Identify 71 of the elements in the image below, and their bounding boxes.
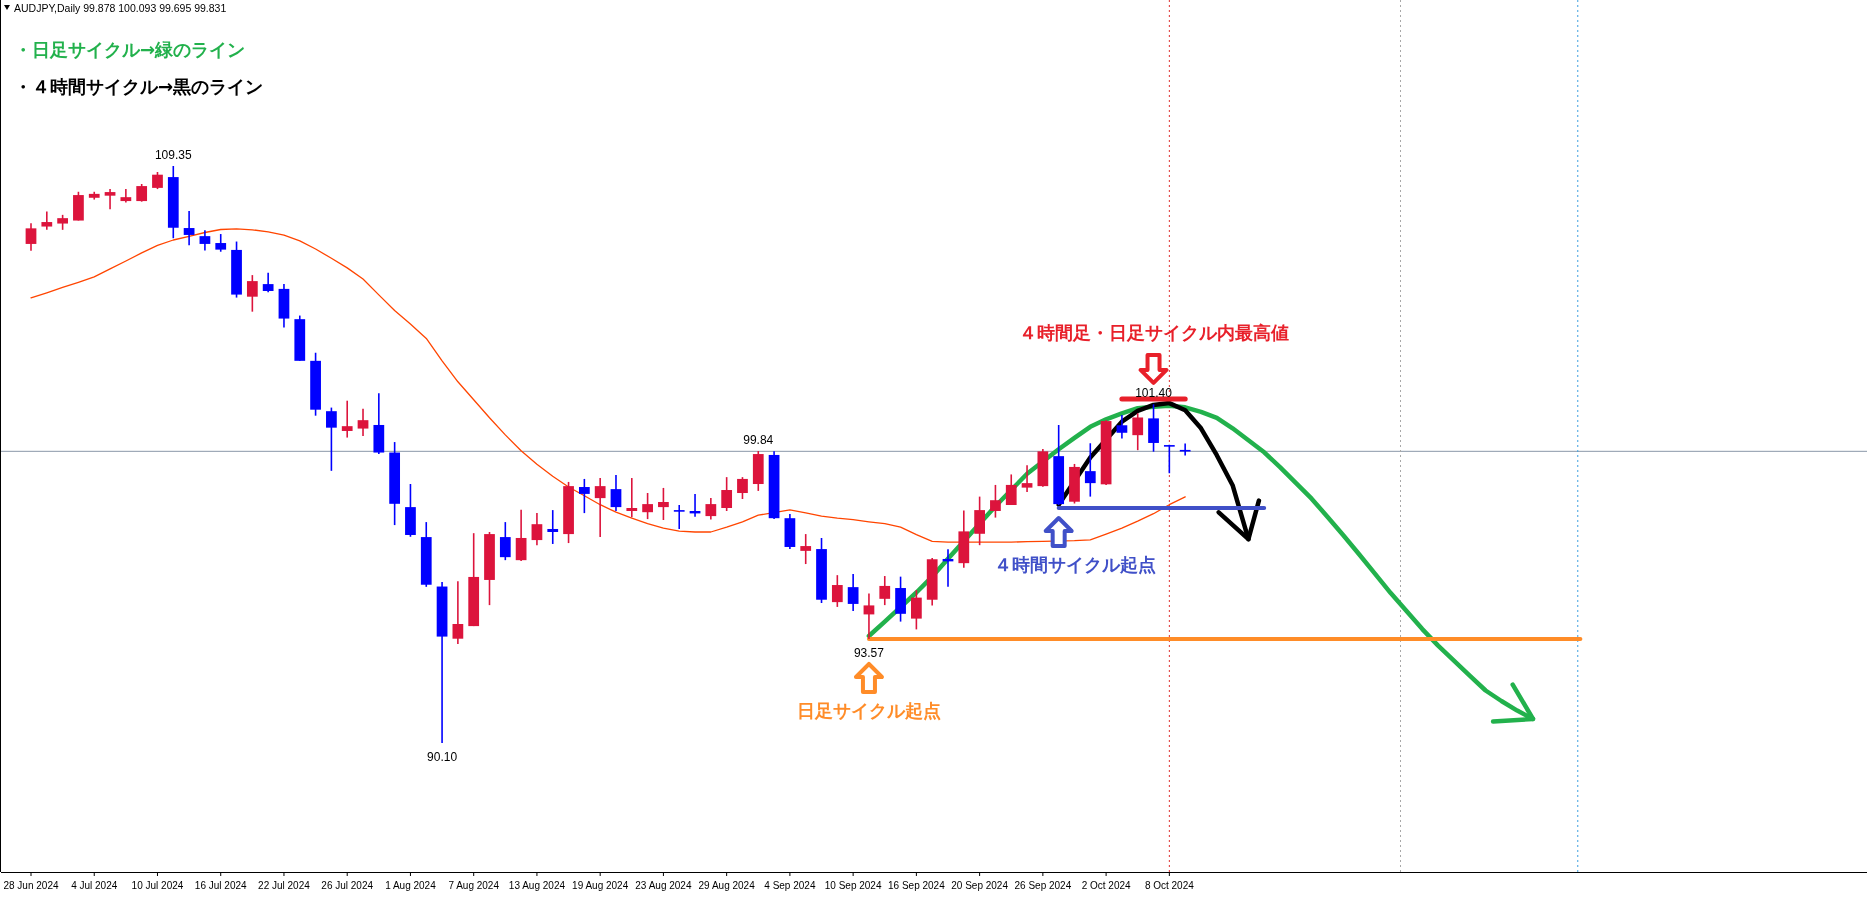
candlestick xyxy=(594,477,606,538)
annotation: 109.35 xyxy=(154,148,192,162)
candlestick xyxy=(642,492,653,520)
candlestick xyxy=(831,574,843,608)
candlestick xyxy=(1132,412,1144,451)
x-tick-label: 4 Jul 2024 xyxy=(71,880,118,891)
x-tick-label: 10 Jul 2024 xyxy=(131,880,184,891)
candlestick xyxy=(104,188,116,210)
x-tick-label: 16 Jul 2024 xyxy=(194,880,248,891)
annotation: 93.57 xyxy=(853,645,885,660)
candlestick xyxy=(1163,443,1175,475)
candlestick xyxy=(863,592,875,640)
annotation: ４時間サイクル起点 xyxy=(993,554,1156,575)
candlestick xyxy=(911,589,922,631)
annotation: 99.84 xyxy=(743,433,774,448)
candlestick xyxy=(25,222,37,252)
annotation: 日足サイクル起点 xyxy=(796,699,941,721)
x-tick-label: 19 Aug 2024 xyxy=(572,880,629,891)
candlestick xyxy=(658,487,669,521)
candlestick xyxy=(800,533,812,565)
chart-title: AUDJPY,Daily 99.878 100.093 99.695 99.831 xyxy=(14,2,227,14)
text: ・日足サイクル→緑のライン xyxy=(14,39,246,60)
x-tick-label: 2 Oct 2024 xyxy=(1081,880,1131,891)
x-tick-label: 16 Sep 2024 xyxy=(888,880,946,891)
candlestick xyxy=(120,188,132,204)
candlestick xyxy=(990,484,1001,519)
candlestick xyxy=(531,512,543,546)
x-tick-label: 4 Sep 2024 xyxy=(764,880,816,891)
x-tick-label: 1 Aug 2024 xyxy=(385,880,437,891)
candlestick xyxy=(626,477,638,519)
candlestick xyxy=(262,271,274,293)
candlestick xyxy=(326,406,337,472)
x-tick-label: 28 Jun 2024 xyxy=(3,880,59,891)
annotation: 101.40 xyxy=(1135,386,1173,401)
x-tick-label: 8 Oct 2024 xyxy=(1144,880,1195,891)
x-tick-label: 13 Aug 2024 xyxy=(508,880,566,891)
candlestick xyxy=(1084,442,1096,498)
annotation: ４時間足・日足サイクル内最高値 xyxy=(1018,321,1289,343)
candlestick xyxy=(183,210,195,246)
candlestick xyxy=(499,521,511,561)
candlestick xyxy=(974,495,985,546)
candlestick xyxy=(41,210,53,231)
candlestick xyxy=(1021,464,1033,493)
x-tick-label: 20 Sep 2024 xyxy=(951,880,1009,891)
candlestick xyxy=(1005,473,1017,506)
candlestick xyxy=(341,399,353,439)
candlestick xyxy=(246,274,258,313)
candlestick xyxy=(452,580,464,645)
candlestick xyxy=(547,509,559,545)
x-tick-label: 23 Aug 2024 xyxy=(635,880,692,891)
x-tick-label: 7 Aug 2024 xyxy=(448,880,500,891)
candlestick xyxy=(879,575,891,606)
candlestick xyxy=(673,504,685,530)
candlestick xyxy=(610,474,622,512)
candlestick xyxy=(721,476,733,512)
x-tick-label: 10 Sep 2024 xyxy=(824,880,882,891)
candlestick xyxy=(847,573,859,612)
candlestick xyxy=(705,497,717,521)
x-tick-label: 26 Jul 2024 xyxy=(321,880,374,891)
candlestick xyxy=(578,478,590,514)
x-tick-label: 22 Jul 2024 xyxy=(258,880,311,891)
candlestick xyxy=(515,509,527,562)
text: ・４時間サイクル→黒のライン xyxy=(14,76,264,97)
candlestick xyxy=(357,407,369,437)
x-tick-label: 26 Sep 2024 xyxy=(1014,880,1072,891)
candlestick xyxy=(737,476,748,500)
candlestick xyxy=(199,229,211,252)
candlestick xyxy=(1179,442,1191,457)
candlestick xyxy=(1116,414,1128,440)
annotation: 90.10 xyxy=(427,750,458,764)
x-tick-label: 29 Aug 2024 xyxy=(698,880,756,891)
